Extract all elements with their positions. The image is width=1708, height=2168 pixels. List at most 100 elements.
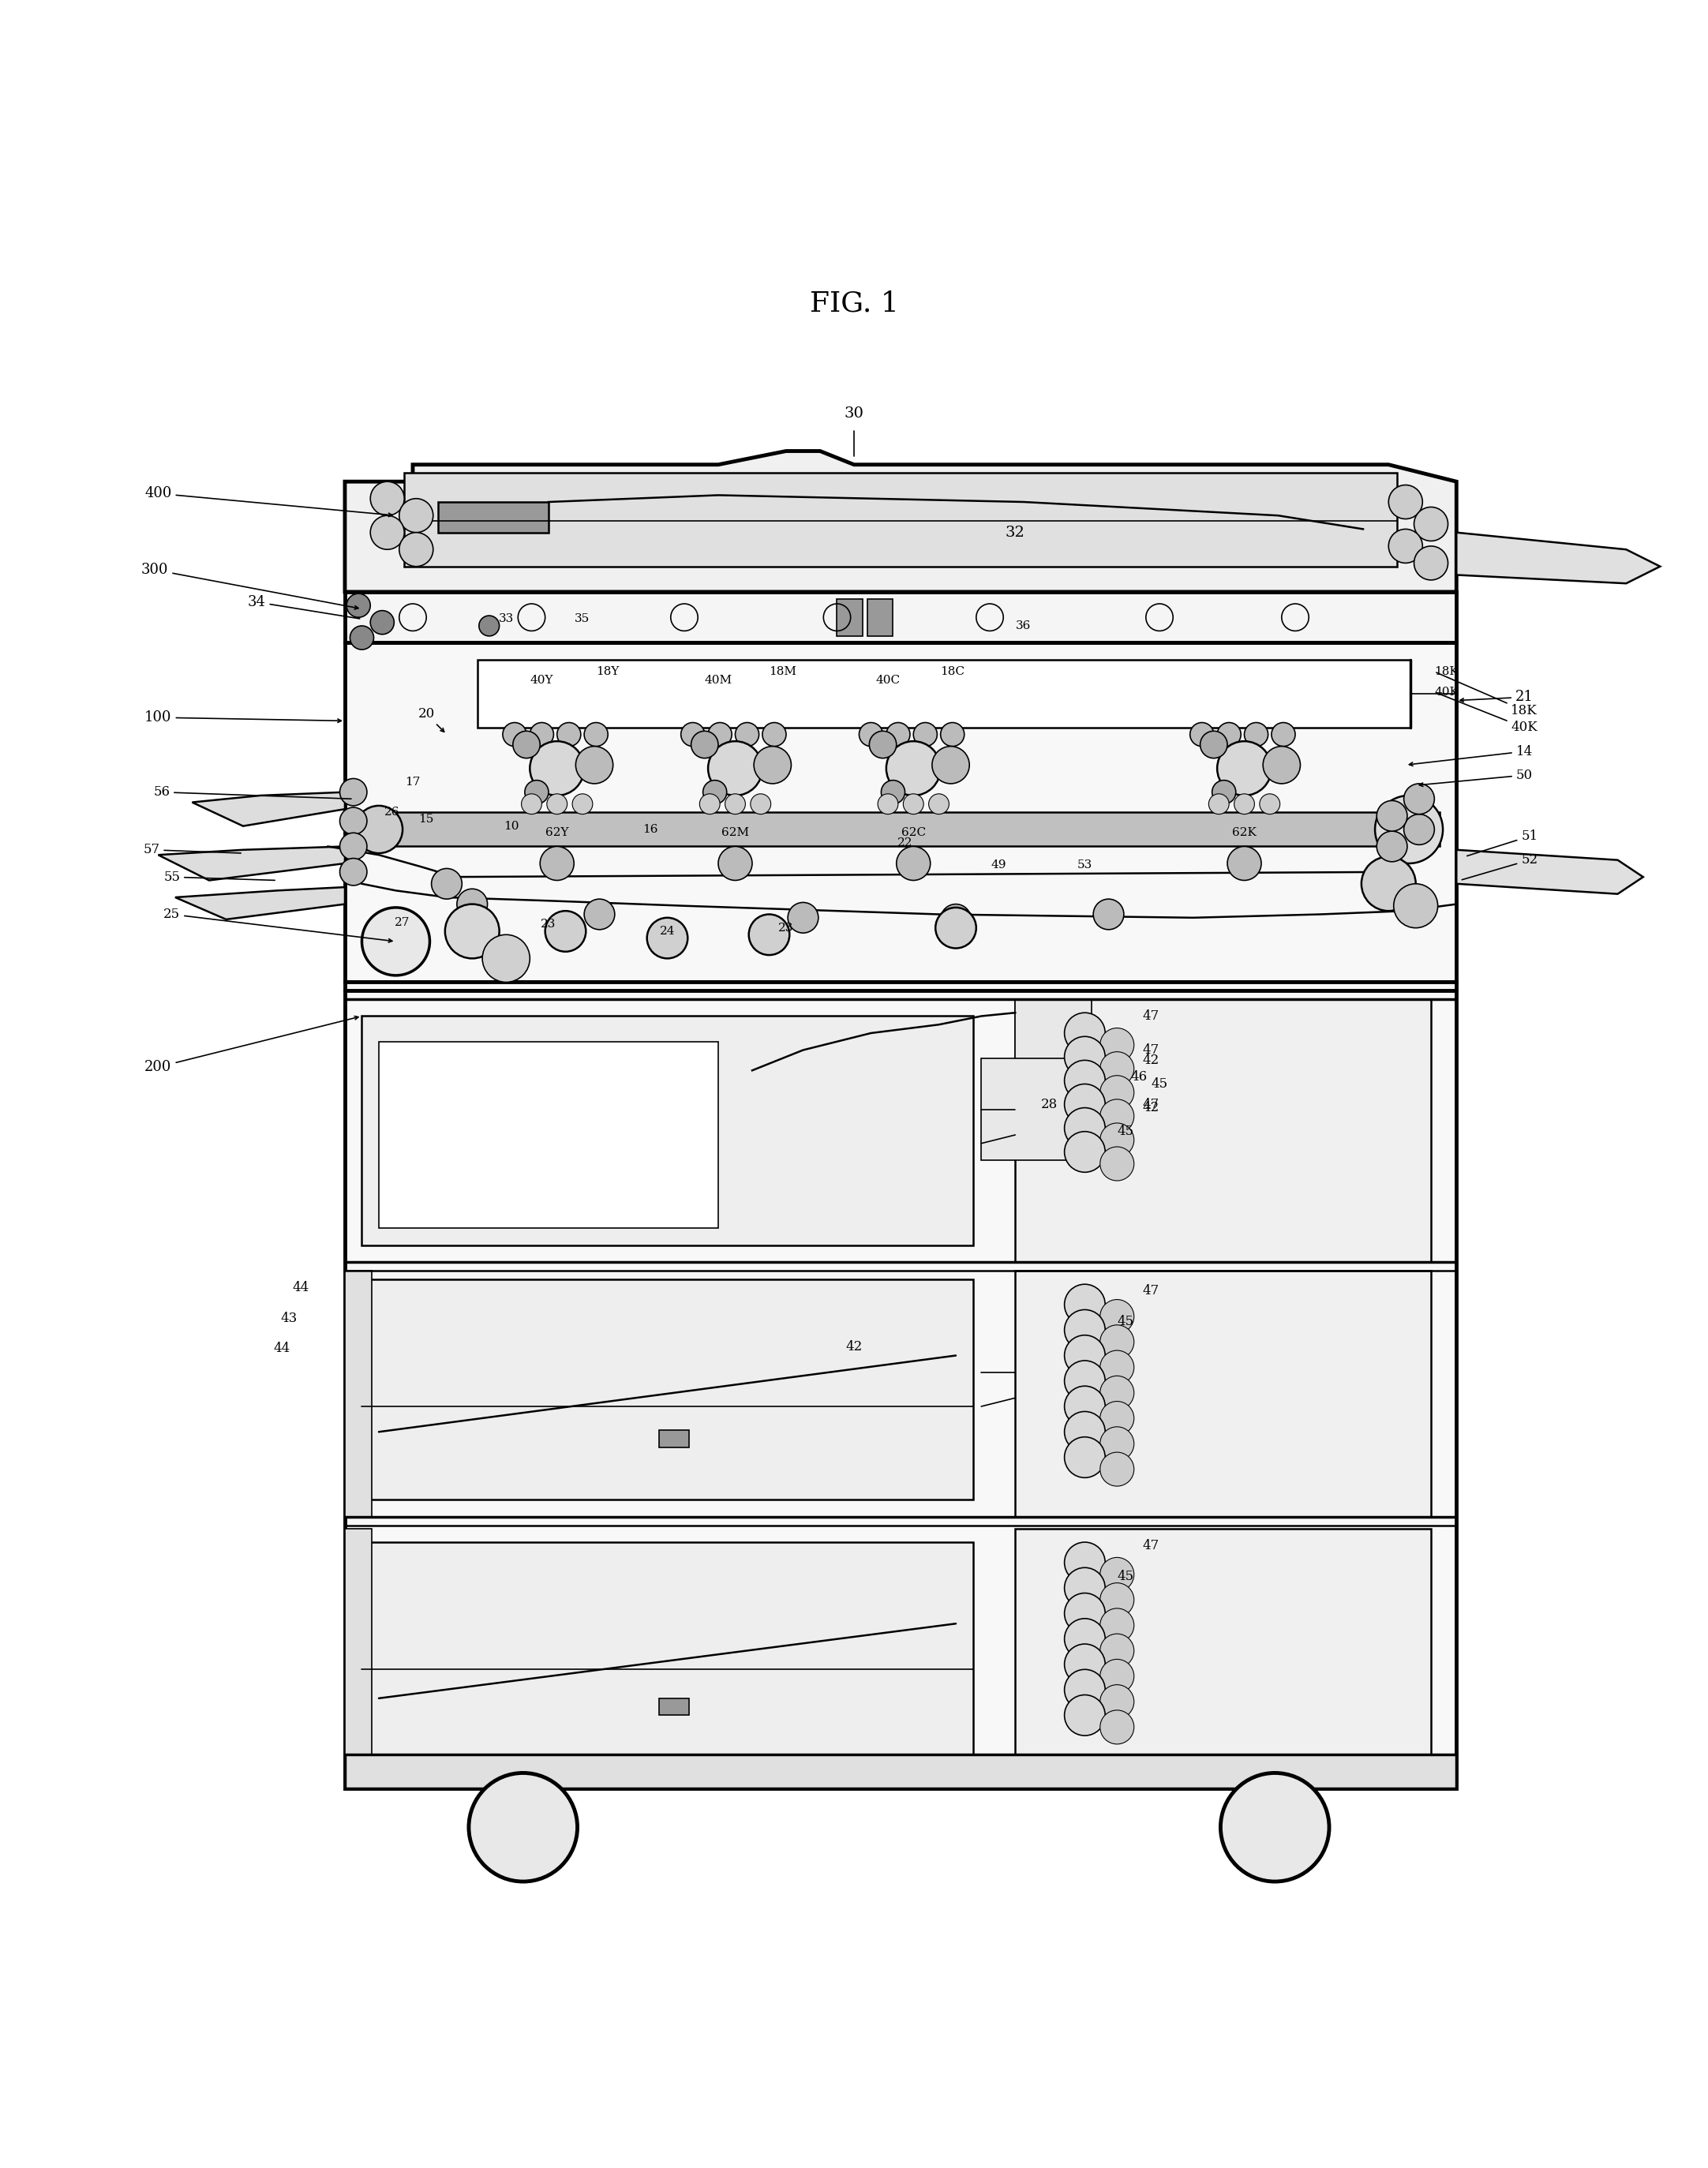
Circle shape	[371, 516, 405, 549]
Circle shape	[1064, 1385, 1105, 1427]
Text: 24: 24	[659, 926, 675, 937]
Text: 18K: 18K	[1436, 672, 1537, 718]
Text: 43: 43	[280, 1312, 297, 1325]
Circle shape	[1064, 1695, 1105, 1737]
Circle shape	[1064, 1108, 1105, 1149]
Circle shape	[576, 746, 613, 783]
Text: 62K: 62K	[1231, 828, 1257, 839]
Circle shape	[1190, 722, 1214, 746]
Circle shape	[529, 741, 584, 796]
Circle shape	[1404, 815, 1435, 846]
Circle shape	[400, 533, 434, 566]
Circle shape	[502, 722, 526, 746]
Text: 20: 20	[418, 707, 444, 733]
Text: 16: 16	[642, 824, 658, 835]
Circle shape	[1064, 1567, 1105, 1609]
Circle shape	[941, 722, 965, 746]
Circle shape	[1100, 1453, 1134, 1487]
Text: 40Y: 40Y	[529, 674, 553, 685]
Circle shape	[1100, 1711, 1134, 1743]
Text: 51: 51	[1467, 830, 1537, 856]
Text: 40M: 40M	[704, 674, 733, 685]
Circle shape	[512, 731, 540, 759]
Circle shape	[897, 846, 931, 880]
Circle shape	[719, 846, 752, 880]
Circle shape	[340, 833, 367, 861]
Text: FIG. 1: FIG. 1	[810, 291, 898, 317]
Circle shape	[647, 917, 688, 958]
Text: 52: 52	[1462, 854, 1537, 880]
Text: 15: 15	[418, 813, 434, 824]
Circle shape	[709, 722, 731, 746]
Text: 30: 30	[844, 408, 864, 421]
Text: 36: 36	[1016, 620, 1032, 631]
Circle shape	[881, 780, 905, 804]
Text: 18C: 18C	[939, 666, 965, 676]
Circle shape	[1064, 1084, 1105, 1125]
Text: 45: 45	[1117, 1125, 1134, 1138]
Circle shape	[1064, 1309, 1105, 1351]
Text: 10: 10	[504, 820, 519, 833]
Text: 47: 47	[1143, 1097, 1160, 1110]
Circle shape	[933, 746, 970, 783]
Bar	[345, 592, 1457, 642]
Text: 42: 42	[845, 1340, 863, 1353]
Circle shape	[524, 780, 548, 804]
Circle shape	[340, 806, 367, 835]
Circle shape	[1064, 1283, 1105, 1325]
Circle shape	[1100, 1609, 1134, 1643]
Circle shape	[753, 746, 791, 783]
Circle shape	[750, 793, 770, 815]
Circle shape	[1064, 1362, 1105, 1401]
Polygon shape	[193, 791, 345, 826]
Text: 32: 32	[1006, 525, 1025, 540]
Text: 27: 27	[395, 917, 410, 928]
Circle shape	[458, 889, 487, 919]
Circle shape	[941, 904, 972, 934]
Polygon shape	[159, 846, 345, 880]
Circle shape	[1064, 1619, 1105, 1659]
Circle shape	[904, 793, 924, 815]
Bar	[405, 473, 1397, 566]
Text: 47: 47	[1143, 1010, 1160, 1023]
Text: 49: 49	[991, 859, 1006, 872]
Bar	[477, 659, 1411, 728]
Text: 62C: 62C	[902, 828, 926, 839]
Circle shape	[521, 793, 541, 815]
Circle shape	[1100, 1299, 1134, 1333]
Circle shape	[681, 722, 705, 746]
Text: 18M: 18M	[769, 666, 796, 676]
Text: 14: 14	[1409, 744, 1532, 765]
Bar	[345, 642, 1457, 982]
Text: 47: 47	[1143, 1283, 1160, 1299]
Bar	[362, 1279, 974, 1500]
Circle shape	[1100, 1147, 1134, 1182]
Circle shape	[1221, 1773, 1329, 1882]
Text: 42: 42	[1143, 1101, 1160, 1114]
Text: 47: 47	[1143, 1043, 1160, 1056]
Circle shape	[787, 902, 818, 932]
Circle shape	[1262, 746, 1300, 783]
Circle shape	[859, 722, 883, 746]
Circle shape	[1064, 1335, 1105, 1377]
Bar	[345, 1754, 1457, 1789]
Circle shape	[1389, 486, 1423, 518]
Circle shape	[748, 915, 789, 956]
Text: 44: 44	[292, 1281, 309, 1294]
Circle shape	[869, 731, 897, 759]
Circle shape	[1245, 722, 1267, 746]
Circle shape	[1361, 856, 1416, 911]
Polygon shape	[1015, 999, 1091, 1119]
Circle shape	[709, 741, 762, 796]
Circle shape	[1064, 1012, 1105, 1054]
Circle shape	[1389, 529, 1423, 564]
Polygon shape	[176, 887, 345, 919]
Circle shape	[936, 908, 977, 947]
Polygon shape	[1457, 850, 1643, 893]
Circle shape	[547, 793, 567, 815]
Bar	[1015, 1528, 1431, 1780]
Circle shape	[355, 806, 403, 854]
Circle shape	[1100, 1051, 1134, 1086]
Circle shape	[362, 908, 430, 976]
Circle shape	[1064, 1060, 1105, 1101]
